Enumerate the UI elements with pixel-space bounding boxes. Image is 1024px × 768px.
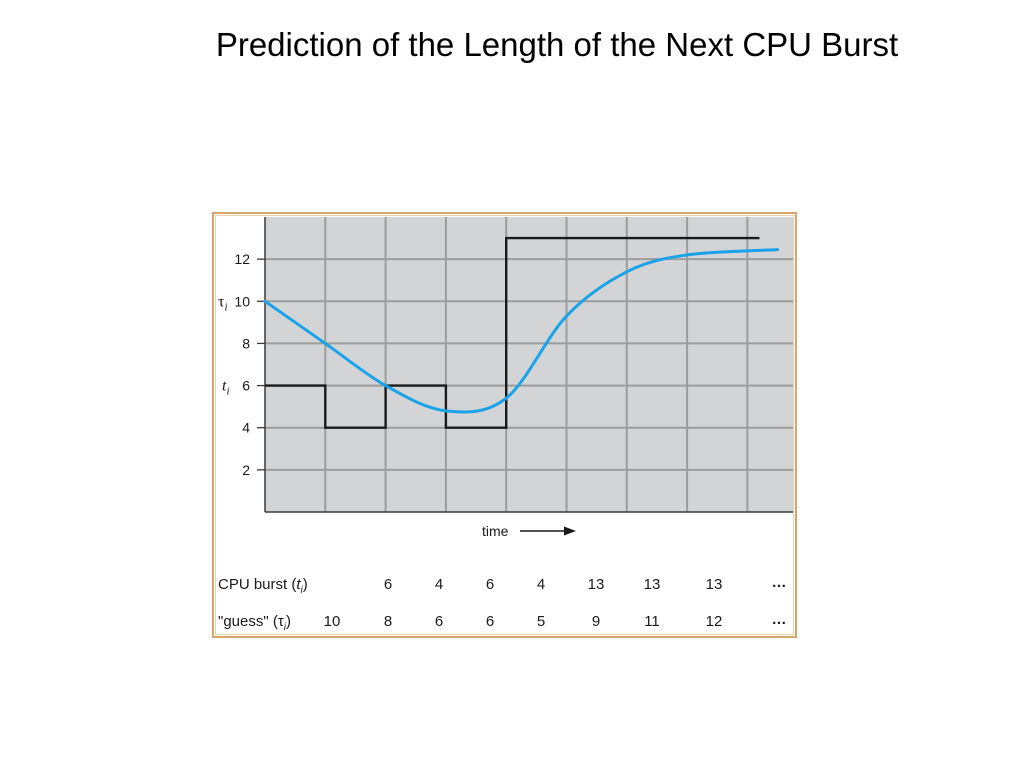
table-cell: 9 (592, 613, 600, 630)
table-cell: 13 (644, 576, 661, 593)
y-tick-label: 8 (242, 335, 250, 351)
y-tick-label: 2 (242, 462, 250, 478)
cpu-burst-step-line (265, 236, 760, 429)
table-cell: 6 (384, 576, 392, 593)
y-tick-label: 10 (234, 293, 250, 309)
table-cell: 10 (324, 613, 341, 630)
table-cell: 12 (706, 613, 723, 630)
figure-frame: 2 4 6 8 10 12 τi ti time CPU burst (ti) 6 4 6 4 13 13 13… (212, 212, 797, 638)
cpu-burst-prediction-chart: 2 4 6 8 10 12 τi ti time CPU burst (ti) 6 4 6 4 13 13 13… (218, 217, 794, 633)
table-cell: 13 (588, 576, 605, 593)
table-cell: 5 (537, 613, 545, 630)
table-cell: 4 (435, 576, 443, 593)
table-ellipsis: … (772, 574, 787, 591)
table-cell: 11 (644, 613, 660, 630)
y-tick-label: 12 (234, 251, 250, 267)
table-cell: 6 (486, 613, 494, 630)
table-cell: 6 (435, 613, 443, 630)
tau-i-marker-label: τi (218, 293, 228, 313)
y-tick-label: 4 (242, 420, 250, 436)
table-cell: 13 (706, 576, 723, 593)
x-axis-label: time (482, 523, 509, 539)
y-tick-label: 6 (242, 378, 250, 394)
time-arrow-head (564, 526, 576, 536)
table-cell: 8 (384, 613, 392, 630)
guess-curve (263, 248, 780, 414)
table-row-label-guess: "guess" (τi) (218, 613, 291, 633)
table-cell: 4 (537, 576, 545, 593)
slide-title: Prediction of the Length of the Next CPU… (215, 26, 899, 63)
table-cell: 6 (486, 576, 494, 593)
plot-area (265, 217, 794, 512)
table-row-label-cpu-burst: CPU burst (ti) (218, 576, 308, 596)
t-i-marker-label: ti (222, 378, 230, 398)
table-ellipsis: … (772, 611, 787, 628)
